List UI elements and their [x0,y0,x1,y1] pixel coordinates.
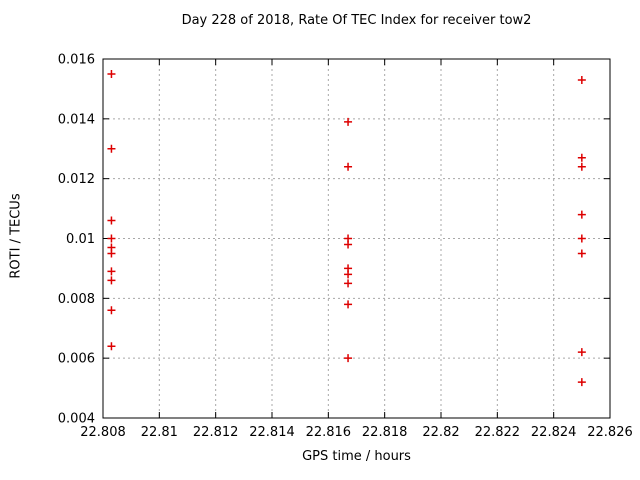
data-point-marker [107,69,116,78]
data-point-marker [344,270,353,279]
data-point-marker [577,75,586,84]
data-point-marker [577,249,586,258]
data-point-marker [107,306,116,315]
x-tick-label: 22.808 [80,425,126,440]
x-tick-label: 22.822 [475,425,521,440]
data-point-marker [107,342,116,351]
x-axis-label: GPS time / hours [302,449,411,464]
data-point-marker [107,249,116,258]
data-point-marker [577,348,586,357]
chart-title: Day 228 of 2018, Rate Of TEC Index for r… [181,13,532,28]
y-tick-label: 0.01 [66,232,95,247]
data-point-marker [344,162,353,171]
x-tick-label: 22.824 [531,425,577,440]
x-tick-label: 22.82 [422,425,459,440]
y-tick-label: 0.006 [58,352,95,367]
x-tick-label: 22.812 [193,425,239,440]
x-tick-label: 22.818 [362,425,408,440]
y-tick-label: 0.012 [58,172,95,187]
data-point-marker [107,267,116,276]
x-tick-label: 22.826 [587,425,633,440]
data-point-marker [344,240,353,249]
data-point-marker [577,162,586,171]
x-tick-label: 22.81 [141,425,178,440]
data-point-marker [577,210,586,219]
data-point-marker [344,300,353,309]
data-point-marker [107,144,116,153]
data-point-marker [107,216,116,225]
data-point-marker [107,276,116,285]
data-point-marker [344,354,353,363]
data-point-marker [577,378,586,387]
y-tick-label: 0.016 [58,53,95,68]
y-tick-label: 0.004 [58,412,95,427]
data-point-marker [344,279,353,288]
y-tick-label: 0.014 [58,112,95,127]
y-tick-label: 0.008 [58,292,95,307]
x-tick-label: 22.816 [306,425,352,440]
data-point-marker [577,234,586,243]
data-point-marker [107,234,116,243]
data-point-marker [344,117,353,126]
x-tick-label: 22.814 [249,425,295,440]
data-point-marker [577,153,586,162]
